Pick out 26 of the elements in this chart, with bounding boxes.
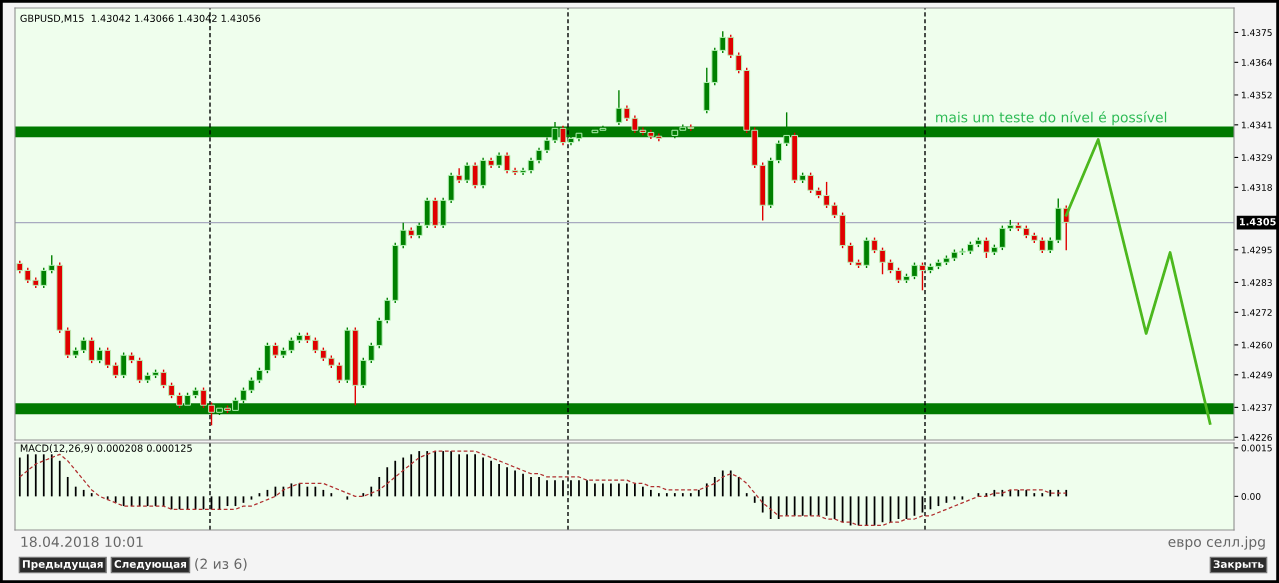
- text: Предыдущая: [22, 560, 103, 571]
- y-tick-label: 1.4341: [1241, 121, 1272, 129]
- y-tick-label: 1.4329: [1241, 154, 1272, 161]
- line-series: [1064, 138, 1212, 425]
- y-tick-label: 1.4352: [1241, 91, 1272, 99]
- text: 18.04.2018 10:01: [21, 536, 143, 548]
- annotation: mais um teste do nível é possível: [936, 111, 1167, 126]
- ref-line-label: 1.4305: [1239, 218, 1276, 226]
- y-tick-label: 1.4283: [1241, 279, 1272, 286]
- y-tick-label: 0.0015: [1241, 444, 1272, 452]
- y-tick-label: 1.4295: [1241, 246, 1272, 254]
- chart-title: MACD(12,26,9) 0.000208 0.000125: [20, 444, 192, 453]
- text: GBPUSD,M15 1.43042 1.43066 1.43042 1.43056: [20, 14, 261, 23]
- y-tick-label: 1.4364: [1241, 59, 1273, 66]
- y-tick-label: 1.4318: [1241, 184, 1272, 191]
- y-tick-label: 0.00: [1241, 493, 1261, 500]
- y-tick-label: 1.4272: [1241, 309, 1272, 316]
- text: Следующая: [114, 560, 187, 571]
- y-tick-label: 1.4260: [1241, 341, 1272, 349]
- y-tick-label: 1.4237: [1241, 404, 1272, 411]
- text: Закрыть: [1213, 560, 1264, 571]
- y-tick-label: 1.4226: [1241, 434, 1272, 441]
- text: (2 из 6): [195, 558, 247, 571]
- text: евро селл.jpg: [1168, 536, 1265, 550]
- y-tick-label: 1.4249: [1241, 371, 1272, 379]
- y-tick-label: 1.4375: [1241, 29, 1272, 37]
